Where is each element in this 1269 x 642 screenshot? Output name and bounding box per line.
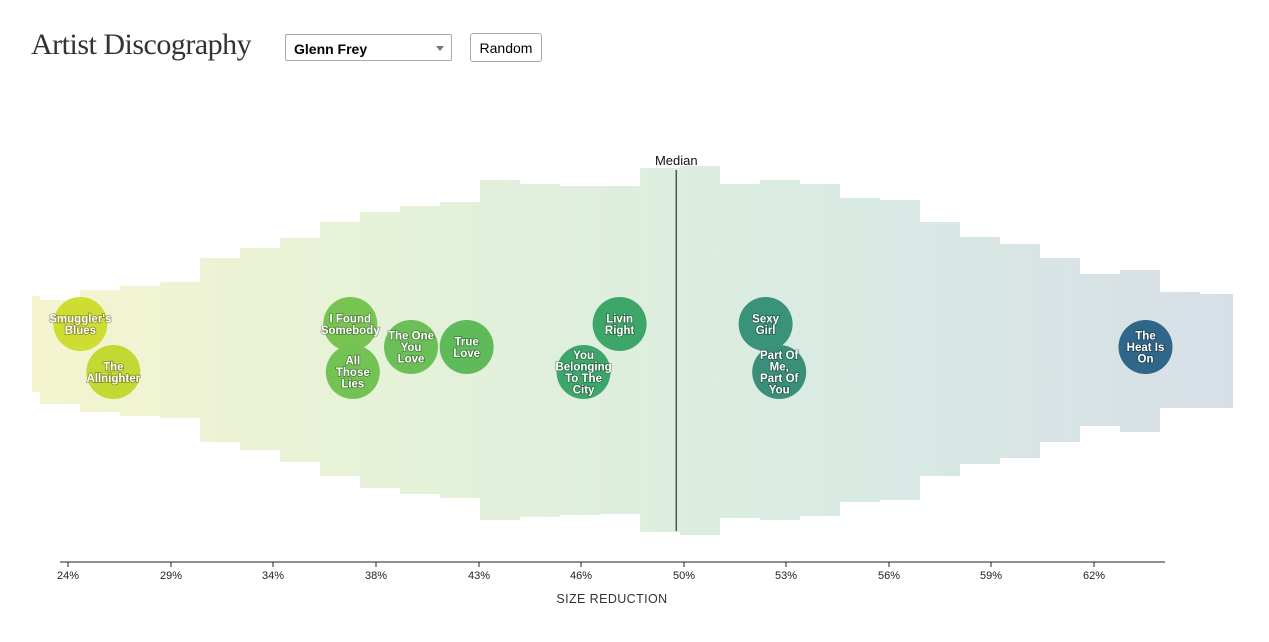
x-tick-label: 43% (468, 570, 490, 582)
song-bubble[interactable]: You Belonging To The City (555, 345, 612, 399)
x-axis-ticks: 24% 29% 34% 38% 43% 46% 50% 53% 56% 59% 62% (57, 562, 1105, 582)
song-title-line: Blues (65, 325, 96, 337)
song-bubble[interactable]: Livin Right (592, 297, 647, 351)
song-title-line: The One (388, 331, 434, 343)
song-title: The One You Love (388, 331, 434, 366)
song-title: All Those Lies (336, 356, 370, 391)
song-title: Smuggler's Blues (49, 313, 111, 337)
song-bubble-circle[interactable] (86, 345, 141, 399)
x-tick-label: 56% (878, 570, 900, 582)
song-title: The Allnighter (86, 361, 140, 385)
song-title-line: You (573, 350, 594, 362)
x-tick-label: 53% (775, 570, 797, 582)
x-axis-title: SIZE REDUCTION (556, 592, 667, 606)
song-title: The Heat Is On (1127, 331, 1165, 366)
x-tick-label: 38% (365, 570, 387, 582)
song-title-line: I Found (329, 313, 371, 325)
x-tick-label: 24% (57, 570, 79, 582)
song-bubble[interactable]: Sexy Girl (738, 297, 793, 351)
song-bubble-circle[interactable] (592, 297, 647, 351)
song-bubble-circle[interactable] (1118, 320, 1173, 374)
song-bubble-circle[interactable] (53, 297, 108, 351)
song-title-line: Sexy (752, 313, 779, 325)
song-title: Livin Right (605, 313, 635, 337)
song-bubble-circle[interactable] (556, 345, 611, 399)
song-title-line: Love (398, 354, 425, 366)
song-bubble-circle[interactable] (384, 320, 439, 374)
artist-select[interactable]: Glenn Frey (285, 34, 452, 61)
song-bubble[interactable]: I Found Somebody (320, 297, 381, 351)
song-title-line: Right (605, 325, 635, 337)
median-label: Median (655, 153, 698, 168)
song-bubble[interactable]: Smuggler's Blues (48, 297, 112, 351)
song-title-line: Part Of (760, 350, 799, 362)
song-title-line: On (1138, 354, 1154, 366)
x-tick-label: 34% (262, 570, 284, 582)
song-bubble-circle[interactable] (752, 345, 807, 399)
song-title-line: Somebody (321, 325, 380, 337)
x-tick-label: 59% (980, 570, 1002, 582)
song-title-line: The (103, 361, 123, 373)
x-tick-label: 29% (160, 570, 182, 582)
song-title-line: Love (453, 348, 480, 360)
song-bubble-circle[interactable] (325, 345, 380, 399)
song-bubble[interactable]: True Love (439, 320, 494, 374)
song-title-line: The (1135, 331, 1155, 343)
song-bubble-circle[interactable] (738, 297, 793, 351)
song-title-line: Belonging (555, 361, 611, 373)
song-bubble[interactable]: All Those Lies (325, 345, 380, 399)
song-title-line: Lies (341, 379, 364, 391)
random-button[interactable]: Random (470, 33, 542, 62)
page-title: Artist Discography (31, 28, 252, 61)
song-title-line: You (401, 342, 422, 354)
song-title-line: Livin (606, 313, 633, 325)
song-bubble-circle[interactable] (439, 320, 494, 374)
distribution-shape (32, 166, 1233, 535)
song-bubble[interactable]: Part Of Me, Part Of You (752, 345, 807, 399)
song-title: Part Of Me, Part Of You (760, 350, 799, 397)
song-title: I Found Somebody (321, 313, 380, 337)
song-title: You Belonging To The City (555, 350, 611, 397)
song-title: True Love (453, 336, 480, 360)
song-bubble[interactable]: The Allnighter (86, 345, 141, 399)
song-title-line: Heat Is (1127, 342, 1165, 354)
x-tick-label: 50% (673, 570, 695, 582)
song-bubble[interactable]: The Heat Is On (1118, 320, 1173, 374)
x-tick-label: 62% (1083, 570, 1105, 582)
song-title-line: All (345, 356, 360, 368)
x-tick-label: 46% (570, 570, 592, 582)
song-title-line: Those (336, 367, 370, 379)
song-title-line: Girl (756, 325, 776, 337)
chevron-down-icon (436, 46, 444, 51)
song-title: Sexy Girl (752, 313, 779, 337)
song-title-line: Allnighter (86, 373, 140, 385)
song-title-line: City (573, 384, 595, 396)
song-title-line: You (769, 384, 790, 396)
song-title-line: To The (565, 373, 602, 385)
song-title-line: Me, (770, 361, 789, 373)
song-title-line: Smuggler's (49, 313, 111, 325)
song-bubble-circle[interactable] (323, 297, 378, 351)
song-title-line: Part Of (760, 373, 799, 385)
song-bubble[interactable]: The One You Love (384, 320, 439, 374)
artist-select-value: Glenn Frey (294, 41, 368, 57)
song-title-line: True (454, 336, 478, 348)
